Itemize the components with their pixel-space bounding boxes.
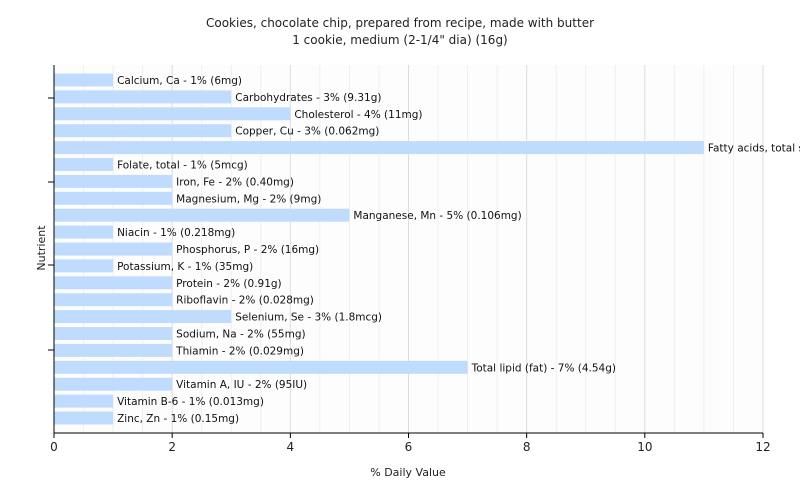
bar-label: Sodium, Na - 2% (55mg) bbox=[176, 329, 305, 341]
bar-label: Protein - 2% (0.91g) bbox=[176, 278, 282, 290]
bar-label: Manganese, Mn - 5% (0.106mg) bbox=[353, 210, 521, 222]
y-axis-label: Nutrient bbox=[35, 225, 48, 271]
bar bbox=[54, 174, 173, 188]
bar bbox=[54, 158, 114, 171]
chart-subtitle: 1 cookie, medium (2-1/4" dia) (16g) bbox=[292, 33, 508, 47]
bar-labels: Calcium, Ca - 1% (6mg) Carbohydrates - 3%… bbox=[117, 75, 800, 425]
bar bbox=[54, 225, 114, 239]
bar-label: Fatty acids, total saturated - 11% (2.25… bbox=[708, 143, 800, 155]
x-axis-label: % Daily Value bbox=[370, 466, 446, 479]
x-tick-label: 4 bbox=[287, 440, 295, 454]
bar bbox=[54, 73, 114, 87]
bar-label: Selenium, Se - 3% (1.8mcg) bbox=[235, 312, 382, 324]
bar-label: Total lipid (fat) - 7% (4.54g) bbox=[471, 362, 616, 374]
x-tick-label: 2 bbox=[168, 440, 176, 454]
bar bbox=[54, 259, 114, 273]
bar bbox=[54, 360, 468, 374]
bar bbox=[54, 310, 232, 324]
x-tick-label: 12 bbox=[755, 440, 770, 454]
x-tick-labels: 0 2 4 6 8 10 12 bbox=[50, 440, 770, 454]
bar-label: Calcium, Ca - 1% (6mg) bbox=[117, 75, 242, 87]
bar bbox=[54, 343, 173, 357]
bar-label: Cholesterol - 4% (11mg) bbox=[294, 109, 422, 121]
bar bbox=[54, 90, 232, 104]
bar-label: Phosphorus, P - 2% (16mg) bbox=[176, 244, 319, 256]
bar bbox=[54, 394, 114, 408]
bar bbox=[54, 191, 173, 205]
bar-label: Iron, Fe - 2% (0.40mg) bbox=[176, 176, 294, 188]
bars bbox=[54, 73, 704, 425]
bar bbox=[54, 327, 173, 340]
x-tick-label: 0 bbox=[50, 440, 58, 454]
axes bbox=[48, 65, 764, 438]
bar-label: Potassium, K - 1% (35mg) bbox=[117, 261, 253, 273]
bar bbox=[54, 208, 350, 222]
x-tick-label: 8 bbox=[523, 440, 531, 454]
bar-label: Copper, Cu - 3% (0.062mg) bbox=[235, 126, 379, 138]
bar bbox=[54, 141, 704, 155]
bar-label: Vitamin A, IU - 2% (95IU) bbox=[176, 379, 307, 391]
bar bbox=[54, 293, 173, 307]
chart-title: Cookies, chocolate chip, prepared from r… bbox=[205, 16, 595, 30]
bar-label: Zinc, Zn - 1% (0.15mg) bbox=[117, 413, 239, 425]
bar bbox=[54, 411, 114, 425]
bar-label: Folate, total - 1% (5mcg) bbox=[117, 160, 248, 172]
bar bbox=[54, 124, 232, 138]
bar bbox=[54, 242, 173, 256]
x-tick-label: 6 bbox=[405, 440, 413, 454]
bar bbox=[54, 276, 173, 290]
bar bbox=[54, 107, 291, 121]
bar-label: Niacin - 1% (0.218mg) bbox=[117, 227, 235, 239]
x-tick-label: 10 bbox=[637, 440, 652, 454]
bar-label: Carbohydrates - 3% (9.31g) bbox=[235, 92, 381, 104]
bar-label: Magnesium, Mg - 2% (9mg) bbox=[176, 193, 321, 205]
bar-label: Thiamin - 2% (0.029mg) bbox=[175, 345, 304, 357]
bar-label: Riboflavin - 2% (0.028mg) bbox=[176, 295, 314, 307]
bar bbox=[54, 377, 173, 391]
bar-label: Vitamin B-6 - 1% (0.013mg) bbox=[117, 396, 264, 408]
